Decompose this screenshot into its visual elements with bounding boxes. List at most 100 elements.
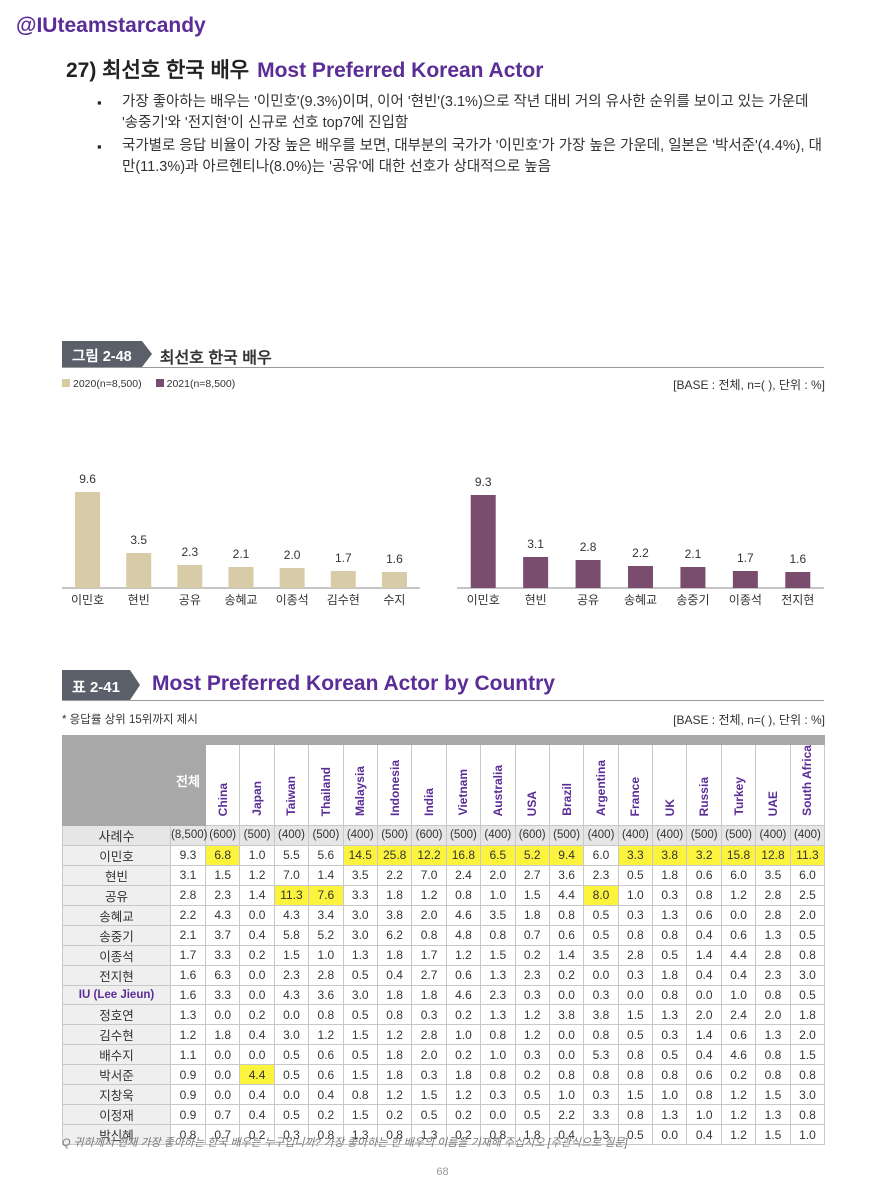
table-cell: 3.0 [342, 904, 378, 926]
table-cell: 2.0 [411, 904, 447, 926]
country-label: China [215, 782, 230, 816]
table-cell: 0.8 [789, 944, 826, 966]
header-country: China [204, 744, 241, 826]
table-cell: 0.8 [617, 1104, 654, 1126]
table-cell: 0.8 [308, 1124, 344, 1146]
bar-2020-3 [177, 565, 203, 588]
table-cell: 3.2 [686, 844, 722, 866]
table-cell: 1.0 [445, 1024, 482, 1046]
table-cell: 3.5 [342, 864, 378, 886]
table-cell: 0.3 [514, 1044, 550, 1066]
table-cell: 2.8 [308, 964, 344, 986]
bullet-item: 국가별로 응답 비율이 가장 높은 배우를 보면, 대부분의 국가가 '이민호'… [95, 136, 825, 178]
table-cell: 2.8 [411, 1024, 447, 1046]
table-cell: 0.8 [480, 1124, 516, 1146]
table-cell: 0.2 [376, 1104, 413, 1126]
table-cell: 2.8 [755, 944, 791, 966]
table-cell: 1.5 [617, 1084, 654, 1106]
table-cell: 5.2 [514, 844, 550, 866]
table-cell: 0.6 [686, 1064, 722, 1086]
table-cell: 1.2 [376, 1024, 413, 1046]
header-country: France [617, 744, 654, 826]
table-cell: 0.5 [652, 1044, 688, 1066]
table-cell: 0.0 [273, 1004, 310, 1026]
country-label: South Africa [800, 745, 815, 816]
table-cell: 0.8 [789, 1104, 826, 1126]
row-label: 박서준 [62, 1064, 171, 1086]
sample-size-cell: (600) [411, 824, 447, 846]
table-cell: 1.3 [480, 1004, 516, 1026]
category-label-2020-6: 김수현 [327, 593, 360, 607]
table-row: 지창욱 0.9 0.0 0.4 0.0 0.4 0.8 1.2 1.5 1.2 0.3 0.5 1.0 0… [62, 1084, 826, 1106]
table-row: 현빈 3.1 1.5 1.2 7.0 1.4 3.5 2.2 7.0 2.4 2.0 2.7 3.6 2.… [62, 864, 826, 886]
table-cell: 0.2 [445, 1004, 482, 1026]
table-cell: 0.5 [617, 1124, 654, 1146]
table-cell: 1.2 [445, 1084, 482, 1106]
table-cell: 3.3 [617, 844, 654, 866]
table-cell: 0.9 [170, 1064, 206, 1086]
table-cell: 0.8 [376, 1124, 413, 1146]
table-cell: 1.0 [686, 1104, 722, 1126]
table-tag-arrow [130, 670, 140, 700]
row-label: 송중기 [62, 924, 171, 946]
legend-item-2020: 2020(n=8,500) [62, 378, 142, 390]
table-cell: 16.8 [445, 844, 482, 866]
table-cell: 6.3 [204, 964, 241, 986]
chart-legend: 2020(n=8,500) 2021(n=8,500) [62, 378, 235, 390]
country-label: Russia [697, 776, 712, 816]
table-cell: 6.0 [789, 864, 826, 886]
table-cell: 7.0 [411, 864, 447, 886]
row-label: 사례수 [62, 824, 171, 846]
table-cell: 0.8 [376, 1004, 413, 1026]
page-number: 68 [436, 1166, 449, 1178]
table-cell: 0.5 [411, 1104, 447, 1126]
table-cell: 0.8 [583, 1024, 619, 1046]
category-label-2020-5: 이종석 [276, 593, 309, 607]
table-cell: 0.6 [720, 924, 757, 946]
table-cell: 0.5 [583, 904, 619, 926]
table-cell: 0.9 [170, 1084, 206, 1106]
table-cell: 1.0 [617, 884, 654, 906]
table-cell: 1.0 [789, 1124, 826, 1146]
table-cell: 0.8 [686, 1084, 722, 1106]
data-label-2021-2: 3.1 [527, 537, 544, 551]
table-cell: 9.4 [548, 844, 585, 866]
table-cell: 1.0 [720, 984, 757, 1006]
row-label: 송혜교 [62, 904, 171, 926]
table-cell: 2.8 [755, 904, 791, 926]
header-country: Malaysia [342, 744, 378, 826]
header-region-band [204, 735, 826, 745]
sample-size-cell: (400) [583, 824, 619, 846]
table-cell: 0.8 [480, 1024, 516, 1046]
table-cell: 0.5 [617, 864, 654, 886]
table-cell: 0.2 [239, 1004, 275, 1026]
table-cell: 1.2 [308, 1024, 344, 1046]
category-label-2021-3: 공유 [577, 593, 599, 607]
table-cell: 1.4 [686, 1024, 722, 1046]
row-label: 이종석 [62, 944, 171, 966]
table-cell: 3.3 [204, 984, 241, 1006]
sample-size-cell: (500) [720, 824, 757, 846]
table-cell: 0.4 [686, 964, 722, 986]
sample-size-cell: (400) [342, 824, 378, 846]
table-cell: 1.2 [239, 864, 275, 886]
table-cell: 0.8 [652, 984, 688, 1006]
figure-base-note: [BASE : 전체, n=( ), 단위 : %] [673, 378, 825, 392]
question-note: Q 귀하께서 현재 가장 좋아하는 한국 배우는 누구입니까? 가장 좋아하는 … [62, 1137, 628, 1149]
table-cell: 1.2 [376, 1084, 413, 1106]
table-cell: 2.8 [617, 944, 654, 966]
row-label: 현빈 [62, 864, 171, 886]
table-cell: 0.2 [239, 944, 275, 966]
country-actor-table: 전체 China Japan Taiwan Thailand Malaysia Indone… [62, 735, 826, 1146]
header-country: South Africa [789, 744, 826, 826]
table-cell: 0.0 [273, 1084, 310, 1106]
table-cell: 1.8 [514, 904, 550, 926]
table-cell: 4.3 [273, 984, 310, 1006]
table-cell: 0.0 [480, 1104, 516, 1126]
country-label: Brazil [559, 783, 574, 816]
sample-size-cell: (400) [480, 824, 516, 846]
bar-2020-2 [126, 553, 152, 588]
table-cell: 2.8 [170, 884, 206, 906]
figure-tag-arrow [141, 341, 152, 367]
table-cell: 0.8 [342, 1084, 378, 1106]
